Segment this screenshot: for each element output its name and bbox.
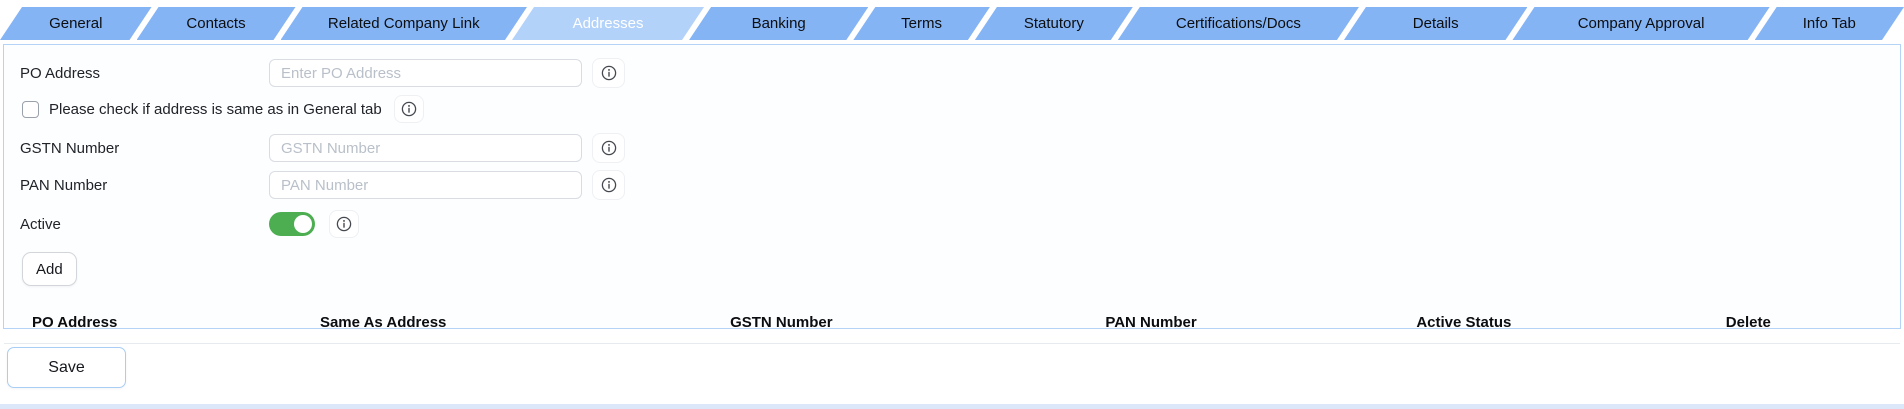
active-label: Active (20, 215, 61, 233)
same-as-general-info-button[interactable] (393, 95, 424, 123)
active-row: Active (20, 210, 1900, 238)
tab-company-approval[interactable]: Company Approval (1512, 7, 1769, 40)
save-button[interactable]: Save (7, 347, 126, 388)
same-as-general-row: Please check if address is same as in Ge… (22, 95, 1900, 123)
info-icon (601, 65, 617, 81)
tab-related-company-link[interactable]: Related Company Link (281, 7, 527, 40)
po-address-input[interactable] (269, 59, 582, 87)
tab-statutory[interactable]: Statutory (975, 7, 1133, 40)
same-as-general-label: Please check if address is same as in Ge… (49, 100, 382, 118)
po-address-row: PO Address (20, 58, 1900, 88)
info-icon (601, 177, 617, 193)
pan-row: PAN Number (20, 170, 1900, 200)
active-info-button[interactable] (329, 210, 359, 238)
gstn-label: GSTN Number (20, 139, 120, 157)
pan-label: PAN Number (20, 176, 108, 194)
col-header-gstn-number: GSTN Number (730, 314, 833, 331)
tab-info-tab[interactable]: Info Tab (1755, 7, 1904, 40)
toggle-knob (294, 215, 312, 233)
same-as-general-checkbox[interactable] (22, 100, 39, 118)
tab-contacts[interactable]: Contacts (137, 7, 296, 40)
tab-bar: General Contacts Related Company Link Ad… (0, 7, 1904, 40)
col-header-delete: Delete (1725, 314, 1771, 331)
tab-addresses[interactable]: Addresses (512, 7, 704, 40)
tab-certifications-docs[interactable]: Certifications/Docs (1118, 7, 1359, 40)
active-toggle[interactable] (269, 212, 315, 236)
bottom-accent-strip (0, 404, 1904, 409)
col-header-active-status: Active Status (1416, 314, 1512, 331)
add-button[interactable]: Add (22, 252, 77, 286)
col-header-pan-number: PAN Number (1105, 314, 1197, 331)
gstn-input[interactable] (269, 134, 582, 162)
pan-info-button[interactable] (592, 170, 625, 200)
pan-input[interactable] (269, 171, 582, 199)
gstn-row: GSTN Number (20, 133, 1900, 163)
po-address-info-button[interactable] (592, 58, 625, 88)
col-header-same-as-address: Same As Address (319, 314, 447, 331)
tab-details[interactable]: Details (1344, 7, 1528, 40)
info-icon (601, 140, 617, 156)
addresses-panel: PO Address Please check if address is sa… (3, 44, 1901, 344)
info-icon (401, 101, 417, 117)
tab-banking[interactable]: Banking (689, 7, 868, 40)
tab-general[interactable]: General (0, 7, 152, 40)
po-address-label: PO Address (20, 64, 101, 82)
table-header-row: PO Address Same As Address GSTN Number P… (4, 306, 1900, 344)
info-icon (336, 216, 352, 232)
gstn-info-button[interactable] (592, 133, 625, 163)
tab-terms[interactable]: Terms (853, 7, 990, 40)
addresses-table: PO Address Same As Address GSTN Number P… (4, 306, 1900, 344)
col-header-po-address: PO Address (32, 314, 118, 331)
